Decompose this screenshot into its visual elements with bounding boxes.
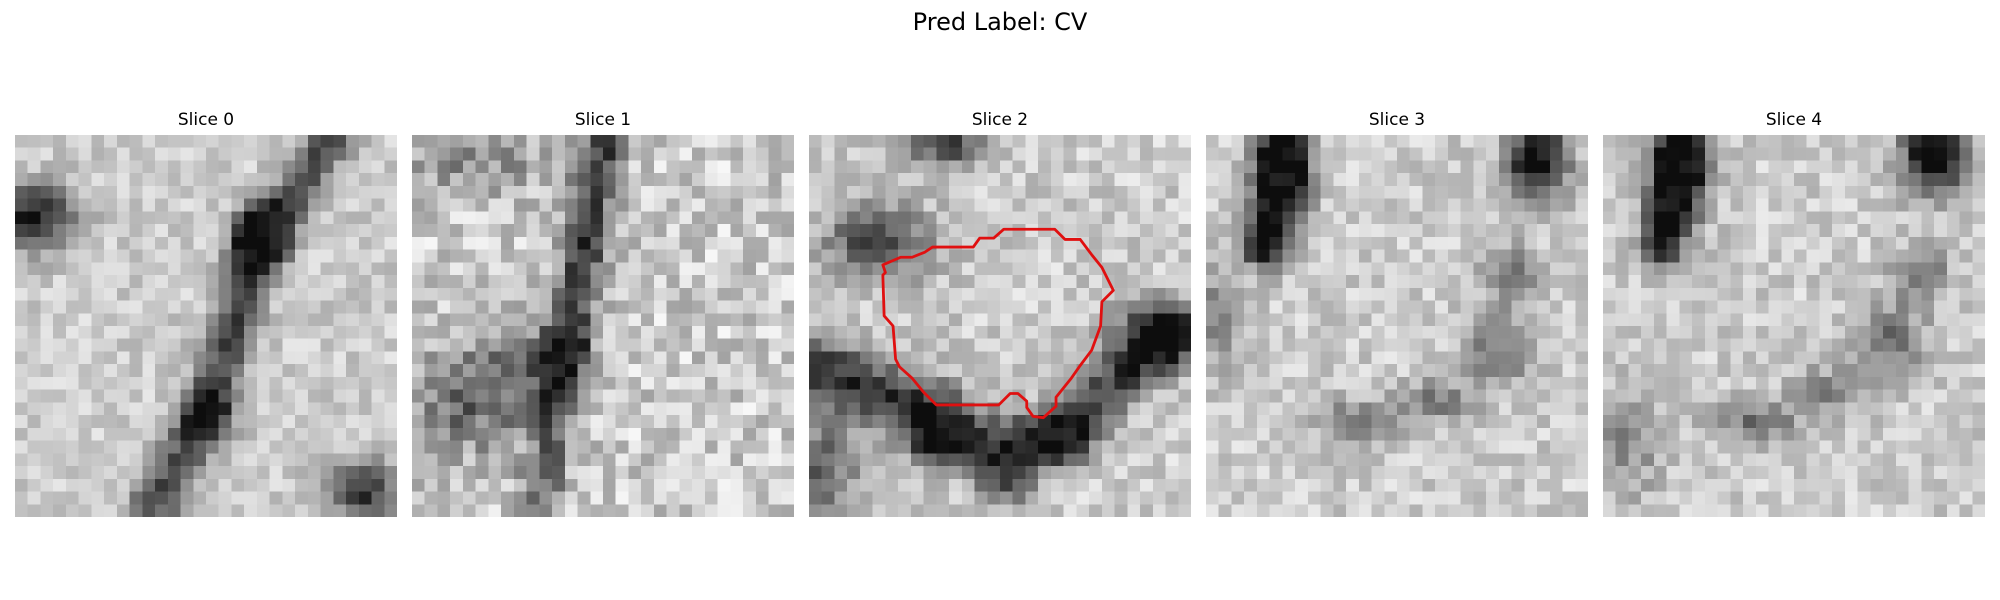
slice-title: Slice 4 xyxy=(1765,110,1823,130)
slice-title: Slice 0 xyxy=(177,110,235,130)
slice-panel-2: Slice 2 xyxy=(809,108,1191,517)
slice-panel-1: Slice 1 xyxy=(412,108,794,517)
slice-panel-4: Slice 4 xyxy=(1603,108,1985,517)
slice-panel-0: Slice 0 xyxy=(15,108,397,517)
slice-title: Slice 2 xyxy=(971,110,1029,130)
slice-image xyxy=(412,135,794,517)
figure-title: Pred Label: CV xyxy=(912,8,1088,36)
slice-title: Slice 3 xyxy=(1368,110,1426,130)
slice-image xyxy=(1206,135,1588,517)
slice-image xyxy=(1603,135,1985,517)
slice-panel-3: Slice 3 xyxy=(1206,108,1588,517)
segmentation-contour xyxy=(881,227,1115,420)
slice-title: Slice 1 xyxy=(574,110,632,130)
slice-image xyxy=(809,135,1191,517)
slice-image xyxy=(15,135,397,517)
